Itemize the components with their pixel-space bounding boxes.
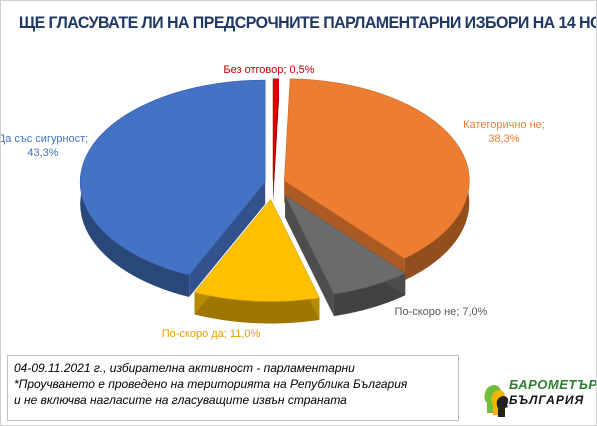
pie-slice-По-скоро не [284, 194, 406, 295]
pie-slice-Без отговор [272, 78, 280, 181]
logo-heads-icon [484, 385, 509, 417]
pie-slice-wall-0-1 [273, 78, 279, 203]
pie-slice-По-скоро да [194, 198, 320, 302]
footnote-scope-line: *Проучването е проведено на територията … [14, 377, 408, 391]
data-label-2-0: По-скоро не; 7,0% [395, 306, 488, 318]
pie-slice-wall-2-1 [285, 195, 334, 317]
logo-line-2: БЪЛГАРИЯ [509, 393, 585, 407]
data-label-4-0: Да със сигурност; [1, 133, 88, 145]
data-label-1-1: 38,3% [488, 133, 519, 145]
data-label-3-0: По-скоро да; 11,0% [162, 328, 261, 340]
footnote-date-line: 04-09.11.2021 г., избирателна активност … [14, 361, 355, 375]
footnote-exclusion-line: и не включва нагласите на гласуващите из… [14, 393, 347, 407]
footnote-box: 04-09.11.2021 г., избирателна активност … [7, 355, 459, 421]
pie-slice-side-2 [333, 273, 406, 317]
data-label-4-1: 43,3% [27, 147, 58, 159]
chart-title: ЩЕ ГЛАСУВАТЕ ЛИ НА ПРЕДСРОЧНИТЕ ПАРЛАМЕН… [18, 13, 596, 32]
logo-line-1: БАРОМЕТЪР [509, 377, 597, 392]
barometer-bulgaria-logo: БАРОМЕТЪР БЪЛГАРИЯ [481, 373, 596, 419]
pie-slice-side-3 [194, 292, 320, 324]
pie-slice-Категорично не [284, 78, 470, 259]
pie-slice-Да със сигурност [79, 79, 266, 276]
data-label-0-0: Без отговор; 0,5% [223, 64, 314, 76]
pie-slice-wall-4-0 [189, 182, 266, 298]
data-label-1-0: Категорично не; [463, 119, 545, 131]
